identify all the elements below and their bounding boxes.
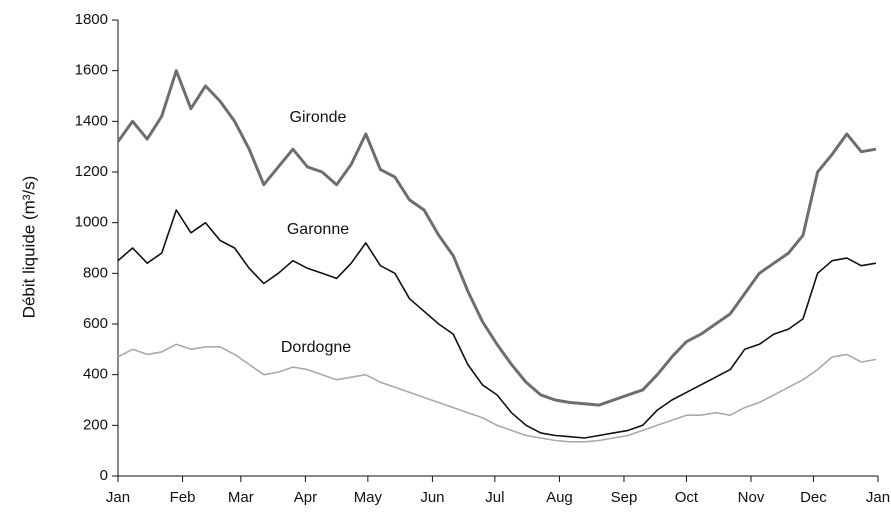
- x-tick-label: Jul: [485, 489, 504, 506]
- y-tick-label: 1800: [75, 11, 108, 28]
- x-tick-label: Oct: [675, 489, 699, 506]
- x-tick-label: Nov: [738, 489, 765, 506]
- y-tick-label: 800: [83, 264, 108, 281]
- y-tick-label: 1000: [75, 214, 108, 231]
- y-tick-label: 400: [83, 366, 108, 383]
- x-tick-label: Jan: [866, 489, 890, 506]
- series-label: Gironde: [290, 109, 347, 126]
- x-tick-label: Apr: [294, 489, 317, 506]
- series-line: [117, 209, 877, 439]
- x-tick-label: Jan: [106, 489, 130, 506]
- series-label: Dordogne: [281, 339, 351, 356]
- x-tick-label: Feb: [170, 489, 196, 506]
- y-tick-label: 1400: [75, 112, 108, 129]
- x-tick-label: Dec: [800, 489, 827, 506]
- y-tick-label: 1600: [75, 62, 108, 79]
- series-line: [116, 69, 877, 407]
- y-tick-label: 1200: [75, 163, 108, 180]
- series-line: [117, 343, 877, 443]
- y-tick-label: 600: [83, 315, 108, 332]
- y-tick-label: 200: [83, 416, 108, 433]
- x-tick-label: May: [354, 489, 383, 506]
- y-tick-label: 0: [100, 467, 108, 484]
- x-tick-label: Aug: [546, 489, 573, 506]
- series-label: Garonne: [287, 221, 349, 238]
- y-axis-label: Débit liquide (m³/s): [19, 176, 38, 319]
- x-tick-label: Jun: [420, 489, 444, 506]
- x-tick-label: Sep: [611, 489, 638, 506]
- x-tick-label: Mar: [228, 489, 254, 506]
